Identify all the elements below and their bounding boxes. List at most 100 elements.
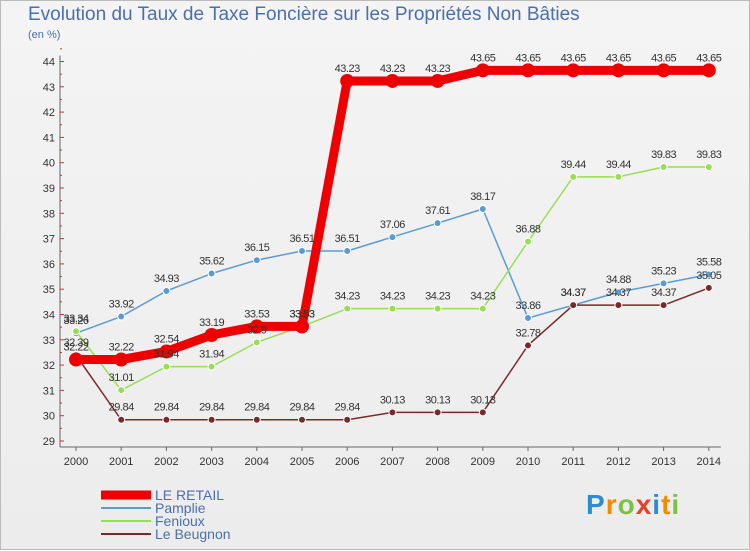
data-label: 32.22 <box>63 342 88 354</box>
data-point <box>388 408 397 417</box>
data-point <box>385 73 400 88</box>
y-tick-label: 43 <box>43 82 55 94</box>
x-tick-label: 2010 <box>516 456 540 468</box>
data-label: 29.84 <box>244 402 269 414</box>
data-label: 43.65 <box>651 52 676 64</box>
legend-label: Pamplie <box>155 500 206 516</box>
data-point <box>204 327 219 342</box>
data-point <box>340 73 355 88</box>
data-point <box>433 219 442 228</box>
data-point <box>252 256 261 265</box>
data-point <box>295 319 309 334</box>
data-label: 43.23 <box>380 63 405 75</box>
data-label: 33.86 <box>515 300 540 312</box>
x-tick-label: 2003 <box>199 456 223 468</box>
data-point <box>659 163 668 172</box>
legend-label: Fenioux <box>155 513 205 529</box>
y-tick-label: 29 <box>43 436 55 448</box>
data-label: 43.65 <box>696 52 721 64</box>
data-label: 32.54 <box>154 333 179 345</box>
data-point <box>475 63 490 78</box>
data-point <box>207 415 216 424</box>
data-point <box>252 338 261 347</box>
data-point <box>72 327 80 336</box>
series-line <box>71 65 714 365</box>
x-tick-label: 2001 <box>109 456 133 468</box>
data-label: 29.84 <box>199 402 224 414</box>
data-label: 32.78 <box>515 327 540 339</box>
data-label: 43.65 <box>606 52 631 64</box>
y-tick-label: 33 <box>43 335 55 347</box>
x-tick-label: 2012 <box>606 456 630 468</box>
data-point <box>478 204 487 213</box>
data-label: 34.37 <box>561 287 586 299</box>
data-point <box>614 288 623 297</box>
data-label: 34.37 <box>606 287 631 299</box>
y-tick-label: 39 <box>43 183 55 195</box>
x-tick-label: 2008 <box>425 456 449 468</box>
data-point <box>343 415 352 424</box>
data-label: 43.65 <box>515 52 540 64</box>
data-point <box>524 237 532 246</box>
data-label: 34.23 <box>380 291 405 303</box>
data-point <box>656 63 671 78</box>
data-point <box>521 63 535 78</box>
data-point <box>704 283 713 292</box>
chart-series <box>69 63 716 424</box>
data-point <box>252 415 261 424</box>
data-point <box>614 172 623 181</box>
data-point <box>343 304 352 313</box>
data-point <box>388 304 397 313</box>
data-label: 32.22 <box>109 342 134 354</box>
logo-letter: x <box>635 489 653 520</box>
logo-letter: P <box>586 489 606 520</box>
data-point <box>298 415 306 424</box>
data-label: 35.58 <box>696 257 721 269</box>
data-point <box>611 63 626 78</box>
data-point <box>117 386 126 395</box>
data-label: 33.53 <box>289 308 314 320</box>
data-label: 33.53 <box>244 308 269 320</box>
data-label: 43.23 <box>425 63 450 75</box>
x-tick-label: 2002 <box>154 456 178 468</box>
x-tick-label: 2004 <box>245 456 269 468</box>
data-point <box>298 246 306 255</box>
data-label: 34.23 <box>335 291 360 303</box>
data-point <box>162 286 171 295</box>
y-tick-label: 44 <box>43 57 55 69</box>
logo-letter: i <box>671 489 681 520</box>
data-point <box>433 408 442 417</box>
data-label: 39.44 <box>606 159 631 171</box>
data-label: 33.92 <box>109 299 134 311</box>
data-point <box>159 344 174 359</box>
y-tick-label: 40 <box>43 158 55 170</box>
data-label: 32.9 <box>247 324 267 336</box>
data-label: 36.15 <box>244 242 269 254</box>
data-point <box>117 312 126 321</box>
y-tick-label: 34 <box>43 310 55 322</box>
data-label: 33.34 <box>63 313 88 325</box>
logo-letter: t <box>661 489 672 520</box>
data-label: 39.44 <box>561 159 586 171</box>
data-point <box>704 163 713 172</box>
y-tick-label: 32 <box>43 360 55 372</box>
legend-label: LE RETAIL <box>155 487 224 503</box>
data-label: 30.13 <box>470 394 495 406</box>
data-label: 29.84 <box>335 402 360 414</box>
data-label: 29.84 <box>109 402 134 414</box>
data-point <box>117 415 126 424</box>
y-axis-unit-label: (en %) <box>28 29 61 41</box>
data-label: 35.05 <box>696 270 721 282</box>
data-label: 36.51 <box>335 233 360 245</box>
data-label: 34.37 <box>561 287 586 299</box>
logo-letter: i <box>652 489 662 520</box>
data-label: 38.17 <box>470 191 495 203</box>
x-tick-label: 2009 <box>471 456 495 468</box>
x-tick-label: 2007 <box>380 456 404 468</box>
data-label: 43.65 <box>561 52 586 64</box>
x-tick-label: 2013 <box>651 456 675 468</box>
y-tick-label: 30 <box>43 411 55 423</box>
chart-axes: 29 30 31 32 33 34 35 36 37 38 39 40 41 42 43 44 2000 2001… <box>43 48 721 468</box>
data-point <box>388 233 397 242</box>
